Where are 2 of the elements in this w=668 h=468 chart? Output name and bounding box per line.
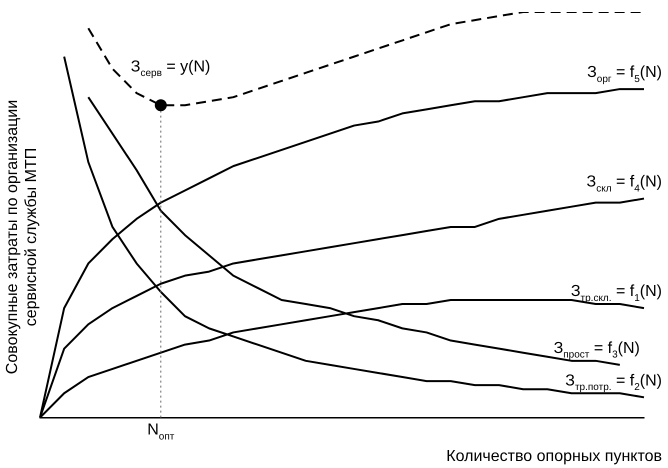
x-axis-title: Количество опорных пунктов: [446, 448, 662, 466]
y-axis-title: Совокупные затраты по организации сервисной службы МТП: [3, 98, 41, 376]
